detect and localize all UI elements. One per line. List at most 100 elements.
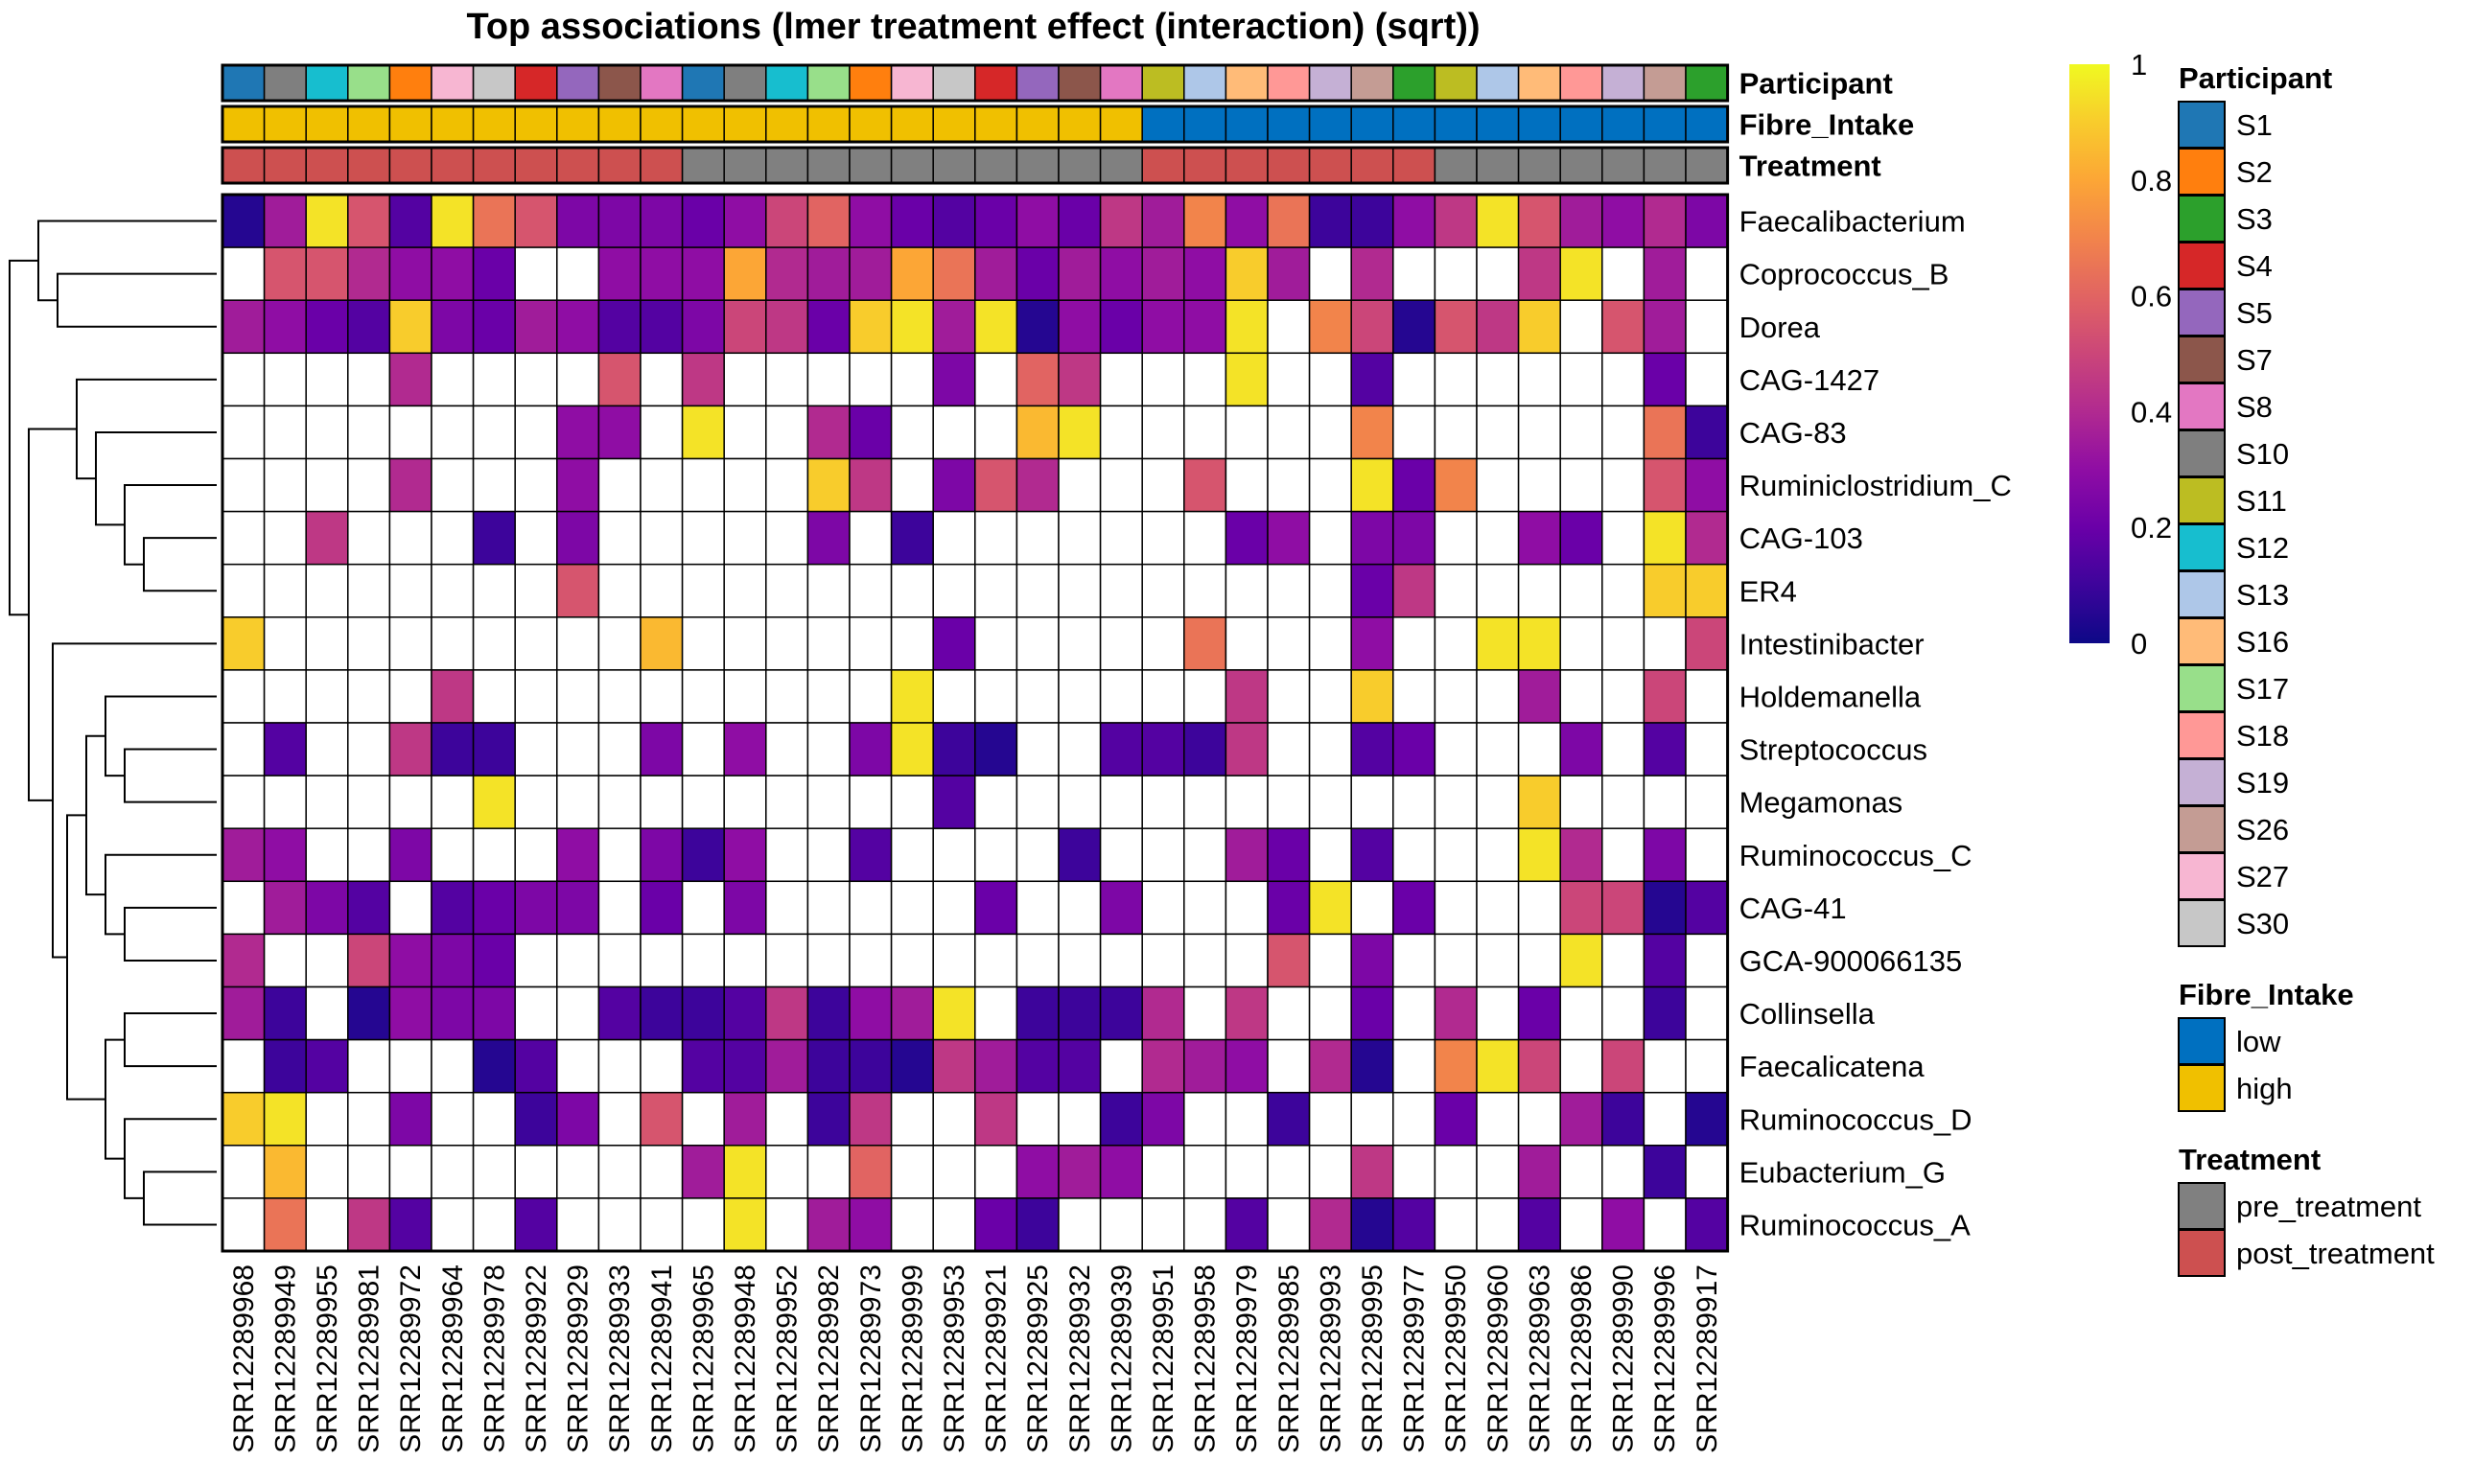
heatmap-cell — [1434, 1091, 1478, 1147]
heatmap-cell — [472, 299, 516, 355]
heatmap-cell — [1392, 1145, 1436, 1199]
heatmap-cell — [806, 722, 851, 777]
row-label: Ruminococcus_C — [1739, 839, 1972, 872]
heatmap-cell — [723, 616, 767, 671]
heatmap-cell — [640, 457, 684, 513]
column-label: SRR12289990 — [1608, 1264, 1640, 1453]
heatmap-cell — [1099, 933, 1143, 988]
annotation-cell-treatment — [556, 147, 600, 184]
heatmap-cell — [347, 246, 391, 301]
heatmap-cell — [1559, 722, 1603, 777]
heatmap-cell — [514, 880, 558, 936]
legend-title: Fibre_Intake — [2179, 978, 2354, 1011]
heatmap-cell — [1601, 1197, 1645, 1252]
heatmap-cell — [556, 457, 600, 513]
annotation-cell-treatment — [681, 147, 725, 184]
heatmap-cell — [1183, 405, 1227, 460]
dendrogram-branch — [57, 272, 217, 328]
heatmap-cell — [1267, 299, 1311, 355]
heatmap-cell — [1434, 299, 1478, 355]
heatmap-cell — [1141, 880, 1185, 936]
heatmap-cell — [974, 1145, 1018, 1199]
heatmap-cell — [1015, 722, 1060, 777]
heatmap-cell — [431, 827, 475, 883]
heatmap-cell — [1517, 1197, 1561, 1252]
heatmap-cell — [681, 405, 725, 460]
heatmap-cell — [1350, 827, 1394, 883]
heatmap-cell — [305, 299, 349, 355]
heatmap-cell — [681, 880, 725, 936]
heatmap-cell — [1308, 827, 1352, 883]
heatmap-cell — [1685, 933, 1729, 988]
heatmap-cell — [1476, 669, 1520, 724]
heatmap-cell — [640, 405, 684, 460]
heatmap-cell — [305, 1038, 349, 1094]
heatmap-cell — [1685, 616, 1729, 671]
heatmap-cell — [388, 299, 432, 355]
heatmap-cell — [640, 194, 684, 248]
heatmap-cell — [431, 510, 475, 566]
heatmap-cell — [681, 1197, 725, 1252]
heatmap-cell — [640, 1091, 684, 1147]
heatmap-cell — [1685, 880, 1729, 936]
heatmap-cell — [556, 194, 600, 248]
heatmap-cell — [1308, 880, 1352, 936]
annotation-cell-participant — [1350, 64, 1394, 102]
heatmap-cell — [1350, 352, 1394, 407]
heatmap-cell — [890, 1038, 934, 1094]
heatmap-cell — [890, 405, 934, 460]
heatmap-cell — [1225, 405, 1269, 460]
heatmap-cell — [388, 405, 432, 460]
heatmap-cell — [1685, 1091, 1729, 1147]
heatmap-cell — [640, 1197, 684, 1252]
legend-item-label: S18 — [2236, 719, 2289, 753]
heatmap-cell — [1183, 194, 1227, 248]
heatmap-cell — [1392, 1091, 1436, 1147]
heatmap-cell — [765, 880, 809, 936]
heatmap-cell — [765, 722, 809, 777]
heatmap-cell — [723, 457, 767, 513]
heatmap-cell — [263, 880, 307, 936]
heatmap-cell — [1559, 827, 1603, 883]
heatmap-cell — [849, 669, 893, 724]
heatmap-cell — [806, 985, 851, 1041]
heatmap-cell — [974, 246, 1018, 301]
heatmap-cell — [556, 985, 600, 1041]
heatmap-cell — [1183, 563, 1227, 618]
heatmap-cell — [305, 933, 349, 988]
heatmap-cell — [1308, 933, 1352, 988]
heatmap-cell — [681, 457, 725, 513]
heatmap-cell — [1225, 827, 1269, 883]
heatmap-cell — [806, 563, 851, 618]
heatmap-cell — [1350, 985, 1394, 1041]
heatmap-cell — [1308, 457, 1352, 513]
annotation-cell-participant — [974, 64, 1018, 102]
annotation-bars: Participant Fibre_Intake Treatment — [221, 63, 1914, 185]
column-label: SRR12289964 — [437, 1264, 469, 1453]
heatmap-cell — [1015, 616, 1060, 671]
legend-item-label: S27 — [2236, 860, 2289, 893]
heatmap-cell — [431, 246, 475, 301]
heatmap-cell — [305, 669, 349, 724]
heatmap-cell — [1267, 722, 1311, 777]
heatmap-cell — [681, 775, 725, 829]
heatmap-cell — [1350, 299, 1394, 355]
heatmap-cell — [1015, 563, 1060, 618]
heatmap-cell — [1517, 933, 1561, 988]
heatmap-cell — [1476, 827, 1520, 883]
heatmap-cell — [1225, 299, 1269, 355]
heatmap-cell — [1058, 616, 1102, 671]
heatmap-cell — [514, 616, 558, 671]
heatmap-cell — [1267, 880, 1311, 936]
heatmap-cell — [1308, 775, 1352, 829]
heatmap-cell — [765, 1197, 809, 1252]
heatmap-cell — [263, 669, 307, 724]
heatmap-cell — [597, 669, 642, 724]
heatmap-cell — [1225, 933, 1269, 988]
heatmap-cell — [263, 722, 307, 777]
heatmap-cell — [974, 563, 1018, 618]
heatmap-cell — [1601, 880, 1645, 936]
annotation-cell-participant — [222, 64, 266, 102]
heatmap-cell — [1308, 405, 1352, 460]
heatmap-cell — [849, 722, 893, 777]
